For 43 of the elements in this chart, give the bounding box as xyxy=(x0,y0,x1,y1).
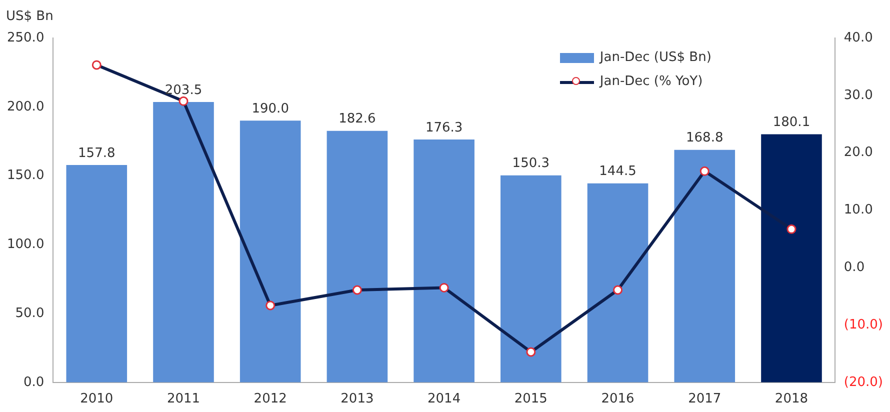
y-tick-label: 0.0 xyxy=(24,374,44,390)
x-tick-label: 2018 xyxy=(774,392,808,407)
y2-tick-label: 30.0 xyxy=(844,88,873,103)
legend-label: Jan-Dec (% YoY) xyxy=(600,73,703,91)
y-tick-label: 250.0 xyxy=(7,30,44,46)
data-label: 168.8 xyxy=(686,130,724,146)
y2-tick-label: 20.0 xyxy=(844,145,873,160)
y2-tick-label: 40.0 xyxy=(844,30,873,46)
y-tick-label: 200.0 xyxy=(7,99,44,114)
x-tick-label: 2017 xyxy=(688,392,722,407)
bar xyxy=(674,150,736,382)
data-label: 190.0 xyxy=(252,102,289,117)
data-label: 144.5 xyxy=(599,164,636,180)
bar xyxy=(500,175,562,382)
y-tick-label: 50.0 xyxy=(15,306,44,321)
data-label: 150.3 xyxy=(512,156,550,172)
data-label: 180.1 xyxy=(772,115,810,130)
bar xyxy=(153,102,214,382)
x-tick-label: 2013 xyxy=(340,392,374,407)
data-label: 157.8 xyxy=(78,146,116,161)
bar xyxy=(66,165,128,382)
x-tick-label: 2016 xyxy=(601,392,634,407)
x-tick-label: 2012 xyxy=(254,392,287,407)
y2-tick-label: (20.0) xyxy=(844,374,884,390)
data-label: 176.3 xyxy=(425,120,463,136)
data-label: 203.5 xyxy=(164,82,202,98)
x-tick-label: 2015 xyxy=(514,392,548,407)
data-label: 182.6 xyxy=(338,112,376,127)
y-tick-label: 100.0 xyxy=(7,237,44,252)
x-tick-label: 2014 xyxy=(428,392,461,407)
bar xyxy=(240,120,301,382)
y-axis-title: US$ Bn xyxy=(6,8,54,24)
bar xyxy=(414,140,474,382)
bar xyxy=(326,130,388,382)
x-tick-label: 2011 xyxy=(166,392,200,407)
bar xyxy=(761,134,822,382)
y2-tick-label: 10.0 xyxy=(844,202,873,218)
y-tick-label: 150.0 xyxy=(7,168,44,184)
bar xyxy=(587,183,648,382)
y2-tick-label: (10.0) xyxy=(844,317,884,332)
y2-tick-label: 0.0 xyxy=(844,260,865,275)
x-tick-label: 2010 xyxy=(80,392,114,407)
legend-label: Jan-Dec (US$ Bn) xyxy=(600,49,712,67)
